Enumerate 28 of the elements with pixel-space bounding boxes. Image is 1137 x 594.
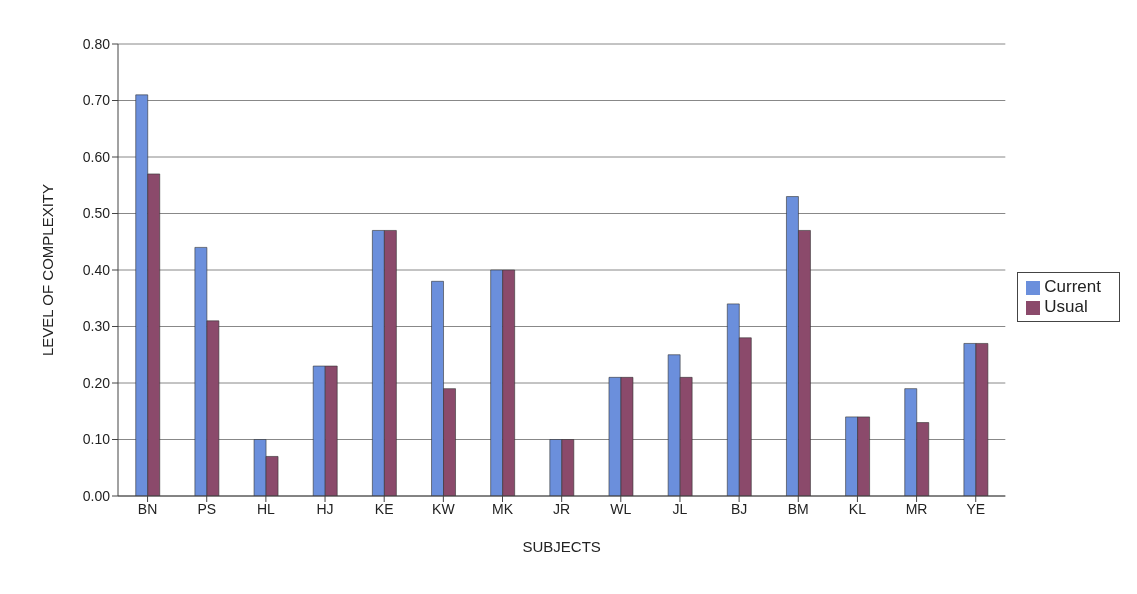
x-tick-label: HL xyxy=(256,500,276,517)
x-tick-label: BM xyxy=(787,500,809,517)
y-tick-label: 0.60 xyxy=(82,148,111,165)
y-axis-title: LEVEL OF COMPLEXITY xyxy=(39,184,57,356)
x-tick-label: MK xyxy=(492,500,514,517)
x-tick-label: BJ xyxy=(730,500,748,517)
y-tick-label: 0.00 xyxy=(82,487,111,504)
legend-label: Current xyxy=(1044,277,1101,296)
x-tick-label: PS xyxy=(197,500,217,517)
y-tick-label: 0.30 xyxy=(82,318,111,335)
x-tick-label: YE xyxy=(966,500,986,517)
y-tick-label: 0.50 xyxy=(82,205,111,222)
x-tick-label: WL xyxy=(610,500,632,517)
y-tick-label: 0.40 xyxy=(82,261,111,278)
y-tick-label: 0.70 xyxy=(82,92,111,109)
x-tick-label: BN xyxy=(137,500,158,517)
x-tick-label: KW xyxy=(432,500,456,517)
x-tick-label: MR xyxy=(905,500,928,517)
x-tick-label: JR xyxy=(553,500,571,517)
x-tick-label: HJ xyxy=(316,500,334,517)
x-tick-label: KE xyxy=(374,500,394,517)
x-axis-title: SUBJECTS xyxy=(522,538,601,555)
y-tick-label: 0.20 xyxy=(82,374,111,391)
legend-label: Usual xyxy=(1044,297,1088,316)
y-tick-label: 0.80 xyxy=(82,35,111,52)
x-tick-label: KL xyxy=(848,500,867,517)
x-tick-label: JL xyxy=(672,500,688,517)
y-tick-label: 0.10 xyxy=(82,431,111,448)
